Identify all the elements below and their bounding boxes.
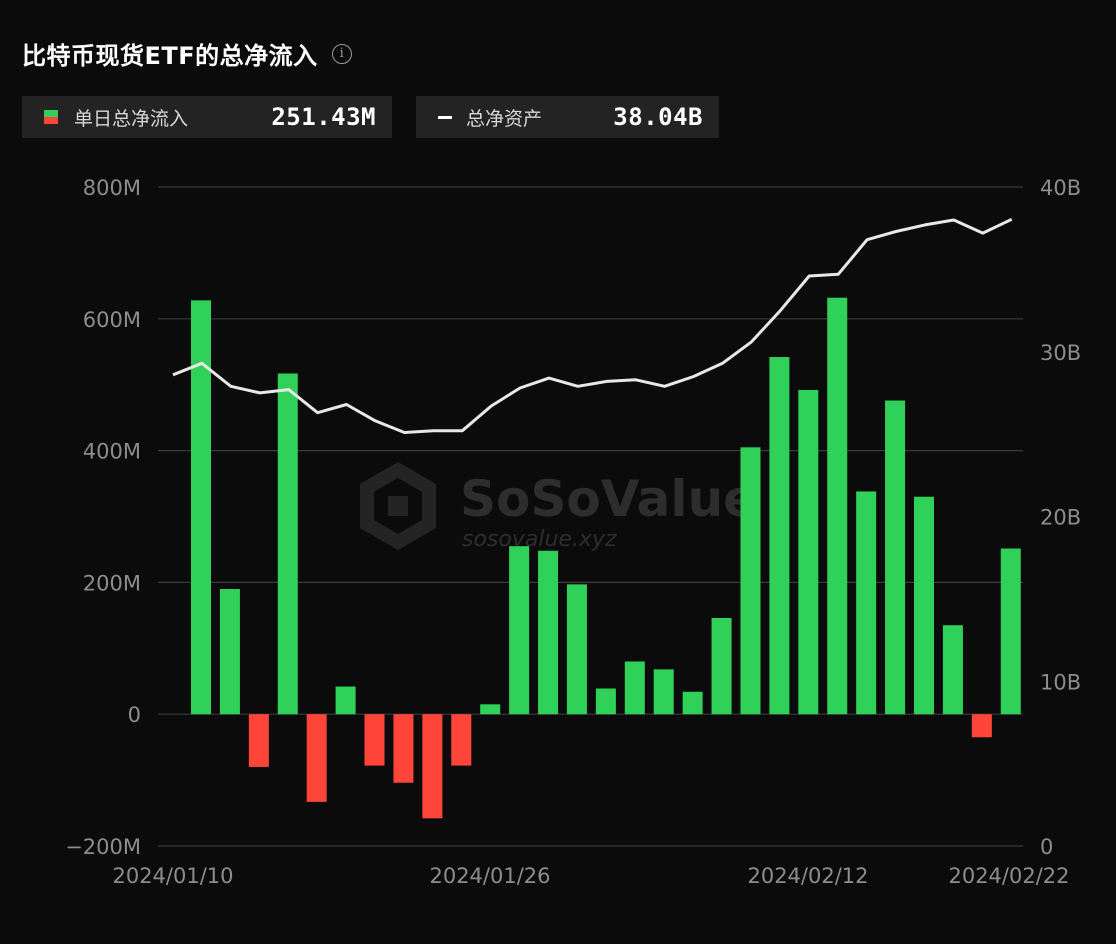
right-axis-tick-label: 40B: [1040, 176, 1081, 200]
left-axis-tick-label: 600M: [83, 308, 141, 332]
inflow-bar[interactable]: [480, 704, 501, 715]
x-axis-tick-label: 2024/01/26: [429, 864, 550, 888]
right-axis-tick-label: 20B: [1040, 506, 1081, 530]
grid-lines: [158, 186, 1023, 847]
inflow-bar[interactable]: [885, 400, 906, 715]
inflow-bar[interactable]: [769, 357, 790, 715]
legend-total-assets[interactable]: 总净资产 38.04B: [416, 96, 719, 138]
inflow-bar[interactable]: [711, 617, 732, 715]
red-green-square-icon: [44, 110, 58, 124]
info-icon[interactable]: i: [331, 43, 352, 64]
inflow-bar[interactable]: [248, 714, 269, 767]
left-axis: 800M 600M 400M 200M 0 −200M: [65, 176, 141, 859]
left-axis-tick-label: 0: [128, 703, 141, 727]
right-axis-tick-label: 10B: [1040, 670, 1081, 694]
legend-daily-inflow[interactable]: 单日总净流入 251.43M: [22, 96, 392, 138]
watermark: SoSoValue sosovalue.xyz: [360, 462, 757, 552]
inflow-bar[interactable]: [306, 714, 327, 802]
inflow-bar[interactable]: [856, 491, 877, 715]
inflow-bar[interactable]: [653, 669, 674, 715]
inflow-bar[interactable]: [1000, 548, 1021, 715]
inflow-bar[interactable]: [422, 714, 443, 819]
inflow-bar[interactable]: [364, 714, 385, 766]
right-axis-tick-label: 30B: [1040, 341, 1081, 365]
inflow-bar[interactable]: [393, 714, 414, 783]
right-axis: 40B 30B 20B 10B 0: [1040, 176, 1081, 859]
right-axis-tick-label: 0: [1040, 835, 1053, 859]
x-axis-tick-label: 2024/02/12: [747, 864, 868, 888]
inflow-bar[interactable]: [509, 546, 530, 715]
inflow-bars: [191, 297, 1021, 819]
x-axis-tick-label: 2024/02/22: [948, 864, 1069, 888]
x-axis-tick-label: 2024/01/10: [112, 864, 233, 888]
inflow-bar[interactable]: [971, 714, 992, 738]
left-axis-tick-label: 200M: [83, 571, 141, 595]
left-axis-tick-label: 800M: [83, 176, 141, 200]
watermark-brand: SoSoValue: [460, 470, 757, 528]
x-axis: 2024/01/10 2024/01/26 2024/02/12 2024/02/22: [112, 864, 1069, 888]
left-axis-tick-label: −200M: [65, 835, 141, 859]
inflow-bar[interactable]: [335, 686, 356, 715]
inflow-bar[interactable]: [827, 297, 848, 715]
inflow-bar[interactable]: [451, 714, 472, 766]
inflow-bar[interactable]: [595, 688, 616, 715]
white-dash-icon: [438, 115, 452, 119]
inflow-bar[interactable]: [566, 584, 587, 715]
inflow-bar[interactable]: [191, 300, 211, 715]
legend-total-assets-label: 总净资产: [466, 107, 543, 130]
left-axis-tick-label: 400M: [83, 440, 141, 464]
total-assets-line[interactable]: [172, 217, 1013, 434]
inflow-bar[interactable]: [942, 625, 963, 715]
legend-daily-inflow-value: 251.43M: [271, 103, 376, 131]
inflow-bar[interactable]: [740, 447, 761, 715]
inflow-bar[interactable]: [624, 661, 645, 715]
legend-daily-inflow-label: 单日总净流入: [74, 107, 189, 130]
inflow-bar[interactable]: [538, 550, 559, 715]
chart-title: 比特币现货ETF的总净流入: [22, 42, 318, 70]
inflow-bar[interactable]: [798, 389, 819, 715]
total-assets-line-group: [172, 217, 1013, 434]
watermark-url: sosovalue.xyz: [462, 527, 617, 552]
legend-total-assets-value: 38.04B: [613, 103, 703, 131]
inflow-bar[interactable]: [914, 496, 934, 715]
inflow-bar[interactable]: [219, 588, 240, 715]
sosovalue-logo-icon: [360, 462, 436, 550]
chart-header: 比特币现货ETF的总净流入 i: [22, 36, 352, 71]
inflow-bar[interactable]: [682, 691, 703, 715]
inflow-bar[interactable]: [277, 373, 298, 715]
